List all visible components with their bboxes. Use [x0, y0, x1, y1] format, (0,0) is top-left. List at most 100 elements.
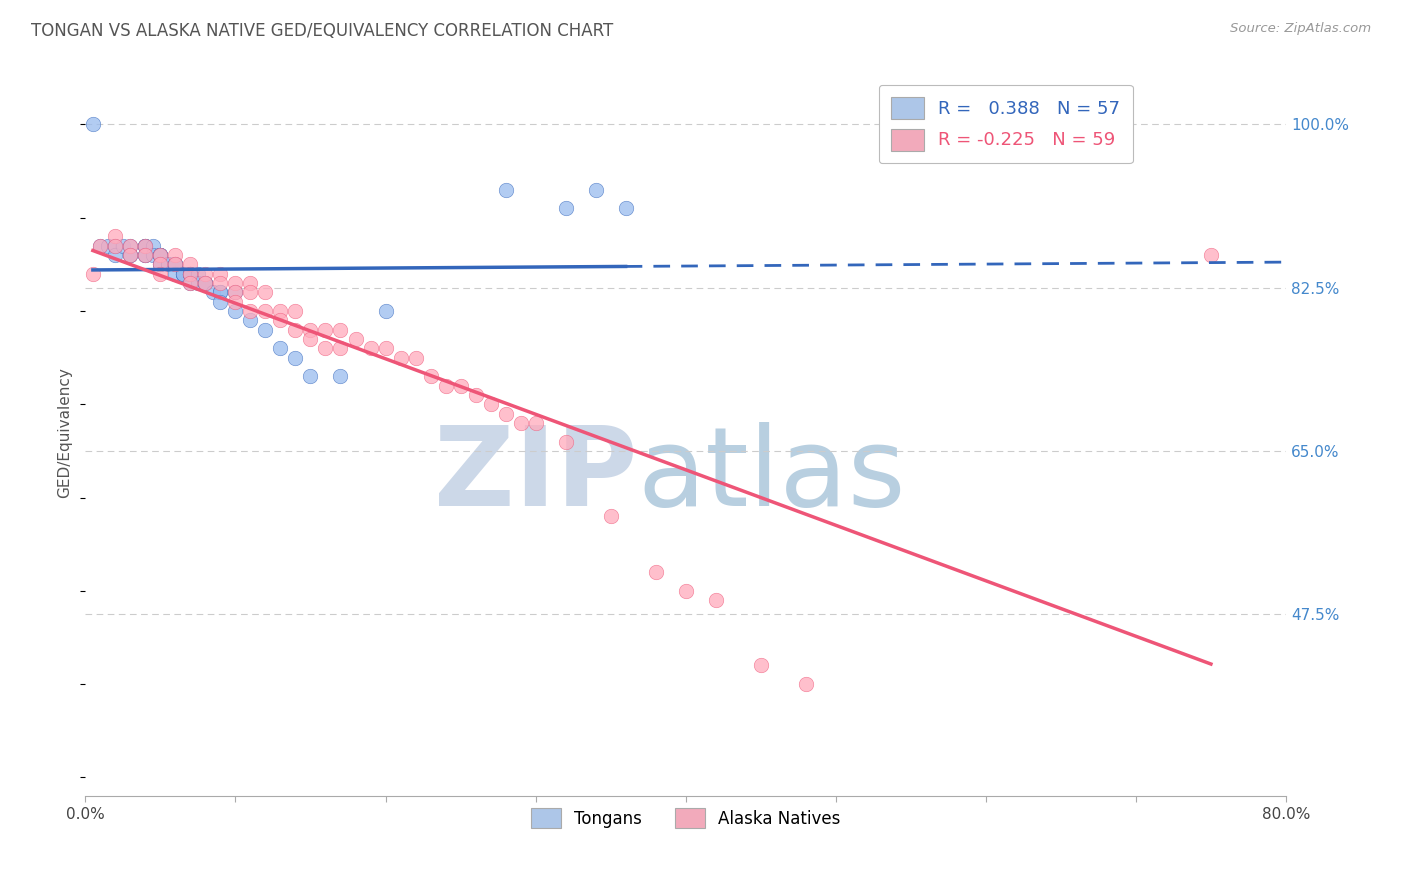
- Point: [299, 369, 322, 384]
- Text: TONGAN VS ALASKA NATIVE GED/EQUIVALENCY CORRELATION CHART: TONGAN VS ALASKA NATIVE GED/EQUIVALENCY …: [31, 22, 613, 40]
- Point: [374, 304, 396, 318]
- Point: [704, 593, 727, 607]
- Point: [299, 323, 322, 337]
- Point: [794, 677, 817, 691]
- Point: [495, 407, 517, 421]
- Point: [509, 416, 531, 430]
- Point: [585, 183, 607, 197]
- Point: [165, 257, 187, 271]
- Point: [82, 118, 104, 132]
- Point: [156, 257, 179, 271]
- Point: [479, 397, 502, 411]
- Point: [149, 248, 172, 262]
- Point: [749, 658, 772, 673]
- Point: [209, 267, 232, 281]
- Point: [149, 267, 172, 281]
- Point: [179, 257, 201, 271]
- Point: [315, 342, 337, 356]
- Point: [104, 239, 127, 253]
- Text: Source: ZipAtlas.com: Source: ZipAtlas.com: [1230, 22, 1371, 36]
- Legend: Tongans, Alaska Natives: Tongans, Alaska Natives: [524, 801, 848, 835]
- Point: [149, 257, 172, 271]
- Point: [120, 248, 142, 262]
- Point: [165, 248, 187, 262]
- Point: [120, 248, 142, 262]
- Point: [224, 304, 246, 318]
- Point: [554, 434, 576, 449]
- Point: [156, 257, 179, 271]
- Point: [120, 239, 142, 253]
- Point: [104, 248, 127, 262]
- Point: [269, 313, 291, 327]
- Point: [209, 276, 232, 290]
- Point: [89, 239, 111, 253]
- Point: [254, 304, 277, 318]
- Point: [209, 285, 232, 300]
- Point: [434, 378, 457, 392]
- Point: [254, 323, 277, 337]
- Point: [82, 267, 104, 281]
- Point: [194, 276, 217, 290]
- Point: [149, 248, 172, 262]
- Point: [554, 202, 576, 216]
- Point: [179, 267, 201, 281]
- Point: [165, 267, 187, 281]
- Point: [201, 285, 224, 300]
- Point: [104, 239, 127, 253]
- Point: [89, 239, 111, 253]
- Text: ZIP: ZIP: [434, 423, 638, 530]
- Point: [224, 285, 246, 300]
- Point: [239, 285, 262, 300]
- Point: [165, 257, 187, 271]
- Y-axis label: GED/Equivalency: GED/Equivalency: [58, 367, 72, 498]
- Point: [179, 267, 201, 281]
- Point: [149, 257, 172, 271]
- Point: [134, 239, 156, 253]
- Point: [1199, 248, 1222, 262]
- Point: [97, 239, 120, 253]
- Point: [134, 248, 156, 262]
- Point: [209, 285, 232, 300]
- Point: [389, 351, 412, 365]
- Point: [239, 313, 262, 327]
- Point: [360, 342, 382, 356]
- Point: [405, 351, 427, 365]
- Point: [179, 276, 201, 290]
- Point: [254, 285, 277, 300]
- Point: [142, 239, 165, 253]
- Point: [165, 257, 187, 271]
- Point: [194, 276, 217, 290]
- Point: [134, 239, 156, 253]
- Point: [315, 323, 337, 337]
- Point: [329, 369, 352, 384]
- Point: [134, 248, 156, 262]
- Point: [179, 267, 201, 281]
- Point: [495, 183, 517, 197]
- Point: [224, 294, 246, 309]
- Point: [179, 276, 201, 290]
- Point: [172, 267, 194, 281]
- Point: [111, 239, 134, 253]
- Point: [120, 239, 142, 253]
- Point: [599, 509, 621, 524]
- Point: [419, 369, 441, 384]
- Point: [614, 202, 637, 216]
- Point: [194, 276, 217, 290]
- Point: [224, 276, 246, 290]
- Point: [194, 267, 217, 281]
- Point: [149, 248, 172, 262]
- Point: [239, 304, 262, 318]
- Point: [172, 267, 194, 281]
- Point: [329, 342, 352, 356]
- Point: [134, 239, 156, 253]
- Point: [179, 267, 201, 281]
- Text: atlas: atlas: [638, 423, 905, 530]
- Point: [194, 276, 217, 290]
- Point: [269, 304, 291, 318]
- Point: [187, 276, 209, 290]
- Point: [374, 342, 396, 356]
- Point: [284, 323, 307, 337]
- Point: [224, 285, 246, 300]
- Point: [149, 248, 172, 262]
- Point: [239, 276, 262, 290]
